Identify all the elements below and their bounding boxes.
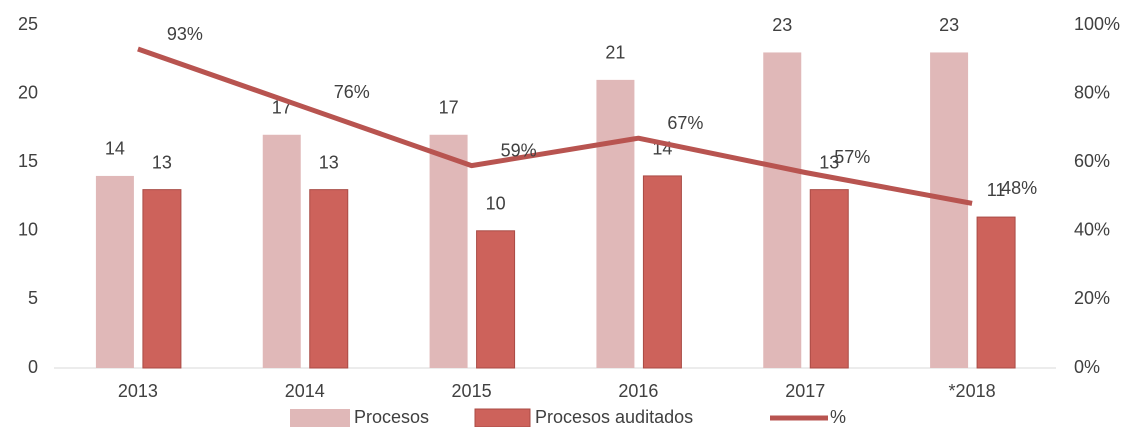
data-label: 59% <box>501 140 537 160</box>
y-tick-label: 5 <box>28 288 38 308</box>
data-label: 67% <box>667 113 703 133</box>
y-tick-label: 10 <box>18 220 38 240</box>
bar <box>309 189 349 369</box>
bar <box>976 216 1016 369</box>
data-label: 48% <box>1001 178 1037 198</box>
line-series <box>137 46 973 206</box>
y-tick-label: 20 <box>18 82 38 102</box>
y2-tick-label: 80% <box>1074 82 1110 102</box>
y-tick-label: 25 <box>18 14 38 34</box>
bar <box>429 134 468 368</box>
y2-tick-label: 20% <box>1074 288 1110 308</box>
data-label: 93% <box>167 24 203 44</box>
data-label: 17 <box>439 98 459 118</box>
legend-swatch <box>290 409 350 427</box>
data-label: 11 <box>987 180 1006 200</box>
bar <box>142 189 182 369</box>
y2-tick-label: 100% <box>1074 14 1120 34</box>
x-tick-label: 2015 <box>452 381 492 401</box>
legend-swatch <box>474 408 531 427</box>
y2-tick-label: 0% <box>1074 357 1100 377</box>
data-label: 13 <box>152 152 172 172</box>
legend-label: % <box>830 407 846 427</box>
data-label: 23 <box>939 15 959 35</box>
x-tick-label: 2013 <box>118 381 158 401</box>
data-label: 76% <box>334 82 370 102</box>
y-tick-label: 0 <box>28 357 38 377</box>
bar <box>809 189 849 369</box>
data-label: 14 <box>105 139 125 159</box>
bar <box>95 175 134 368</box>
y2-tick-label: 60% <box>1074 151 1110 171</box>
x-tick-label: 2014 <box>285 381 325 401</box>
x-tick-label: *2018 <box>949 381 996 401</box>
data-label: 21 <box>605 43 625 63</box>
x-tick-label: 2017 <box>785 381 825 401</box>
y2-tick-label: 40% <box>1074 220 1110 240</box>
bar <box>476 230 516 369</box>
legend-label: Procesos <box>354 407 429 427</box>
x-tick-label: 2016 <box>618 381 658 401</box>
y-tick-label: 15 <box>18 151 38 171</box>
bar <box>763 52 802 368</box>
data-label: 13 <box>319 152 339 172</box>
legend-label: Procesos auditados <box>535 407 693 427</box>
bar <box>262 134 301 368</box>
bar <box>930 52 969 368</box>
bar <box>596 79 635 368</box>
bar <box>642 175 682 369</box>
data-label: 57% <box>834 147 870 167</box>
data-label: 23 <box>772 15 792 35</box>
data-label: 10 <box>486 194 506 214</box>
data-label: 13 <box>819 152 839 172</box>
